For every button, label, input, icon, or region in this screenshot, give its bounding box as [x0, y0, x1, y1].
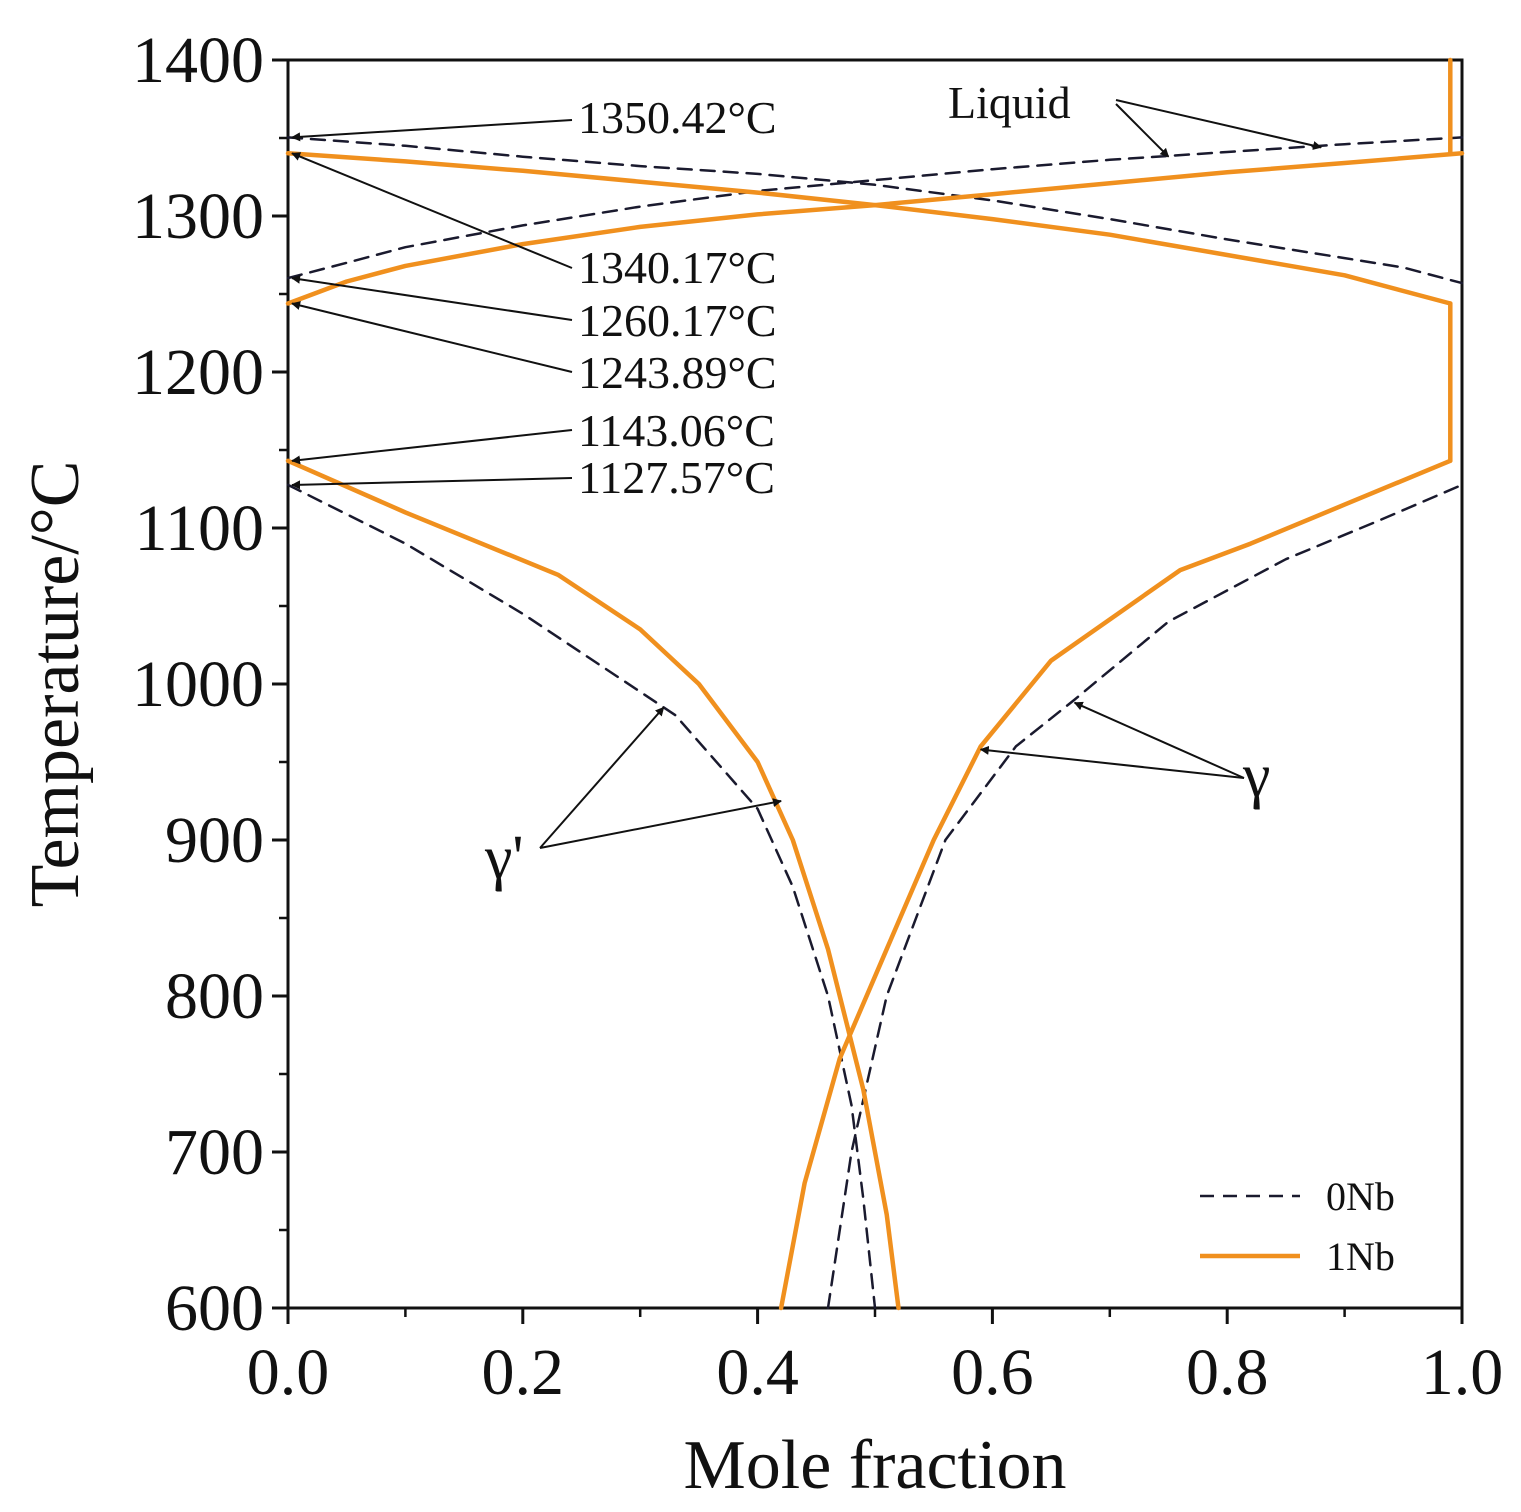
annotation-arrow [539, 798, 782, 849]
legend-label-1nb: 1Nb [1326, 1234, 1395, 1279]
x-tick-label: 0.0 [247, 1336, 330, 1409]
annotation-1127: 1127.57°C [578, 452, 775, 503]
annotation-arrow [1115, 103, 1170, 158]
annotation-arrow [291, 119, 573, 142]
y-tick-label: 900 [165, 804, 264, 877]
annotation-arrow [291, 477, 573, 490]
x-axis-title: Mole fraction [684, 1427, 1067, 1504]
y-tick-label: 1000 [132, 648, 264, 721]
y-tick-label: 600 [165, 1272, 264, 1345]
plot-frame [286, 58, 1464, 1310]
series-0nb-curve [286, 483, 877, 1310]
series-0nb-curve [286, 136, 1464, 280]
annotation-arrow [1073, 701, 1245, 779]
y-tick-label: 1400 [132, 24, 264, 97]
annotation-arrow [979, 745, 1245, 779]
legend-label-0nb: 0Nb [1326, 1174, 1395, 1219]
x-tick-label: 0.8 [1186, 1336, 1269, 1409]
annotation-1143: 1143.06°C [578, 405, 775, 456]
series-1nb-curve [285, 458, 901, 1311]
annotation-arrow [291, 274, 573, 321]
annotation-arrow [1115, 99, 1322, 150]
legend: 0Nb 1Nb [1200, 1174, 1395, 1279]
annotation-1260: 1260.17°C [578, 295, 777, 346]
axis-ticks: 0.0 0.2 0.4 0.6 0.8 1.0 600 700 800 900 1000 1100 12… [132, 24, 1503, 1409]
y-axis-title: Temperature/°C [17, 461, 94, 908]
annotation-1243: 1243.89°C [578, 347, 777, 398]
series-1nb-curve [285, 151, 1453, 306]
data-curves [285, 57, 1465, 1311]
y-tick-label: 1300 [132, 180, 264, 253]
annotation-1340: 1340.17°C [578, 242, 777, 293]
annotation-arrow [291, 152, 573, 269]
x-tick-label: 0.4 [716, 1336, 799, 1409]
x-tick-label: 1.0 [1421, 1336, 1504, 1409]
x-tick-label: 0.6 [951, 1336, 1034, 1409]
series-0nb-curve [286, 136, 1464, 285]
annotation-gamma-prime: γ' [484, 824, 524, 892]
annotation-arrows [291, 99, 1322, 849]
y-tick-label: 1100 [134, 492, 264, 565]
x-tick-label: 0.2 [482, 1336, 565, 1409]
series-1nb-curve [285, 151, 1465, 306]
annotation-1350: 1350.42°C [578, 92, 777, 143]
annotation-gamma: γ [1242, 742, 1270, 810]
series-0nb-curve [826, 483, 1464, 1310]
annotation-arrow [291, 301, 573, 373]
annotation-liquid: Liquid [948, 77, 1071, 128]
annotation-arrow [291, 429, 573, 465]
y-tick-label: 800 [165, 960, 264, 1033]
y-tick-label: 1200 [132, 336, 264, 409]
y-tick-label: 700 [165, 1116, 264, 1189]
annotation-arrow [539, 706, 665, 849]
